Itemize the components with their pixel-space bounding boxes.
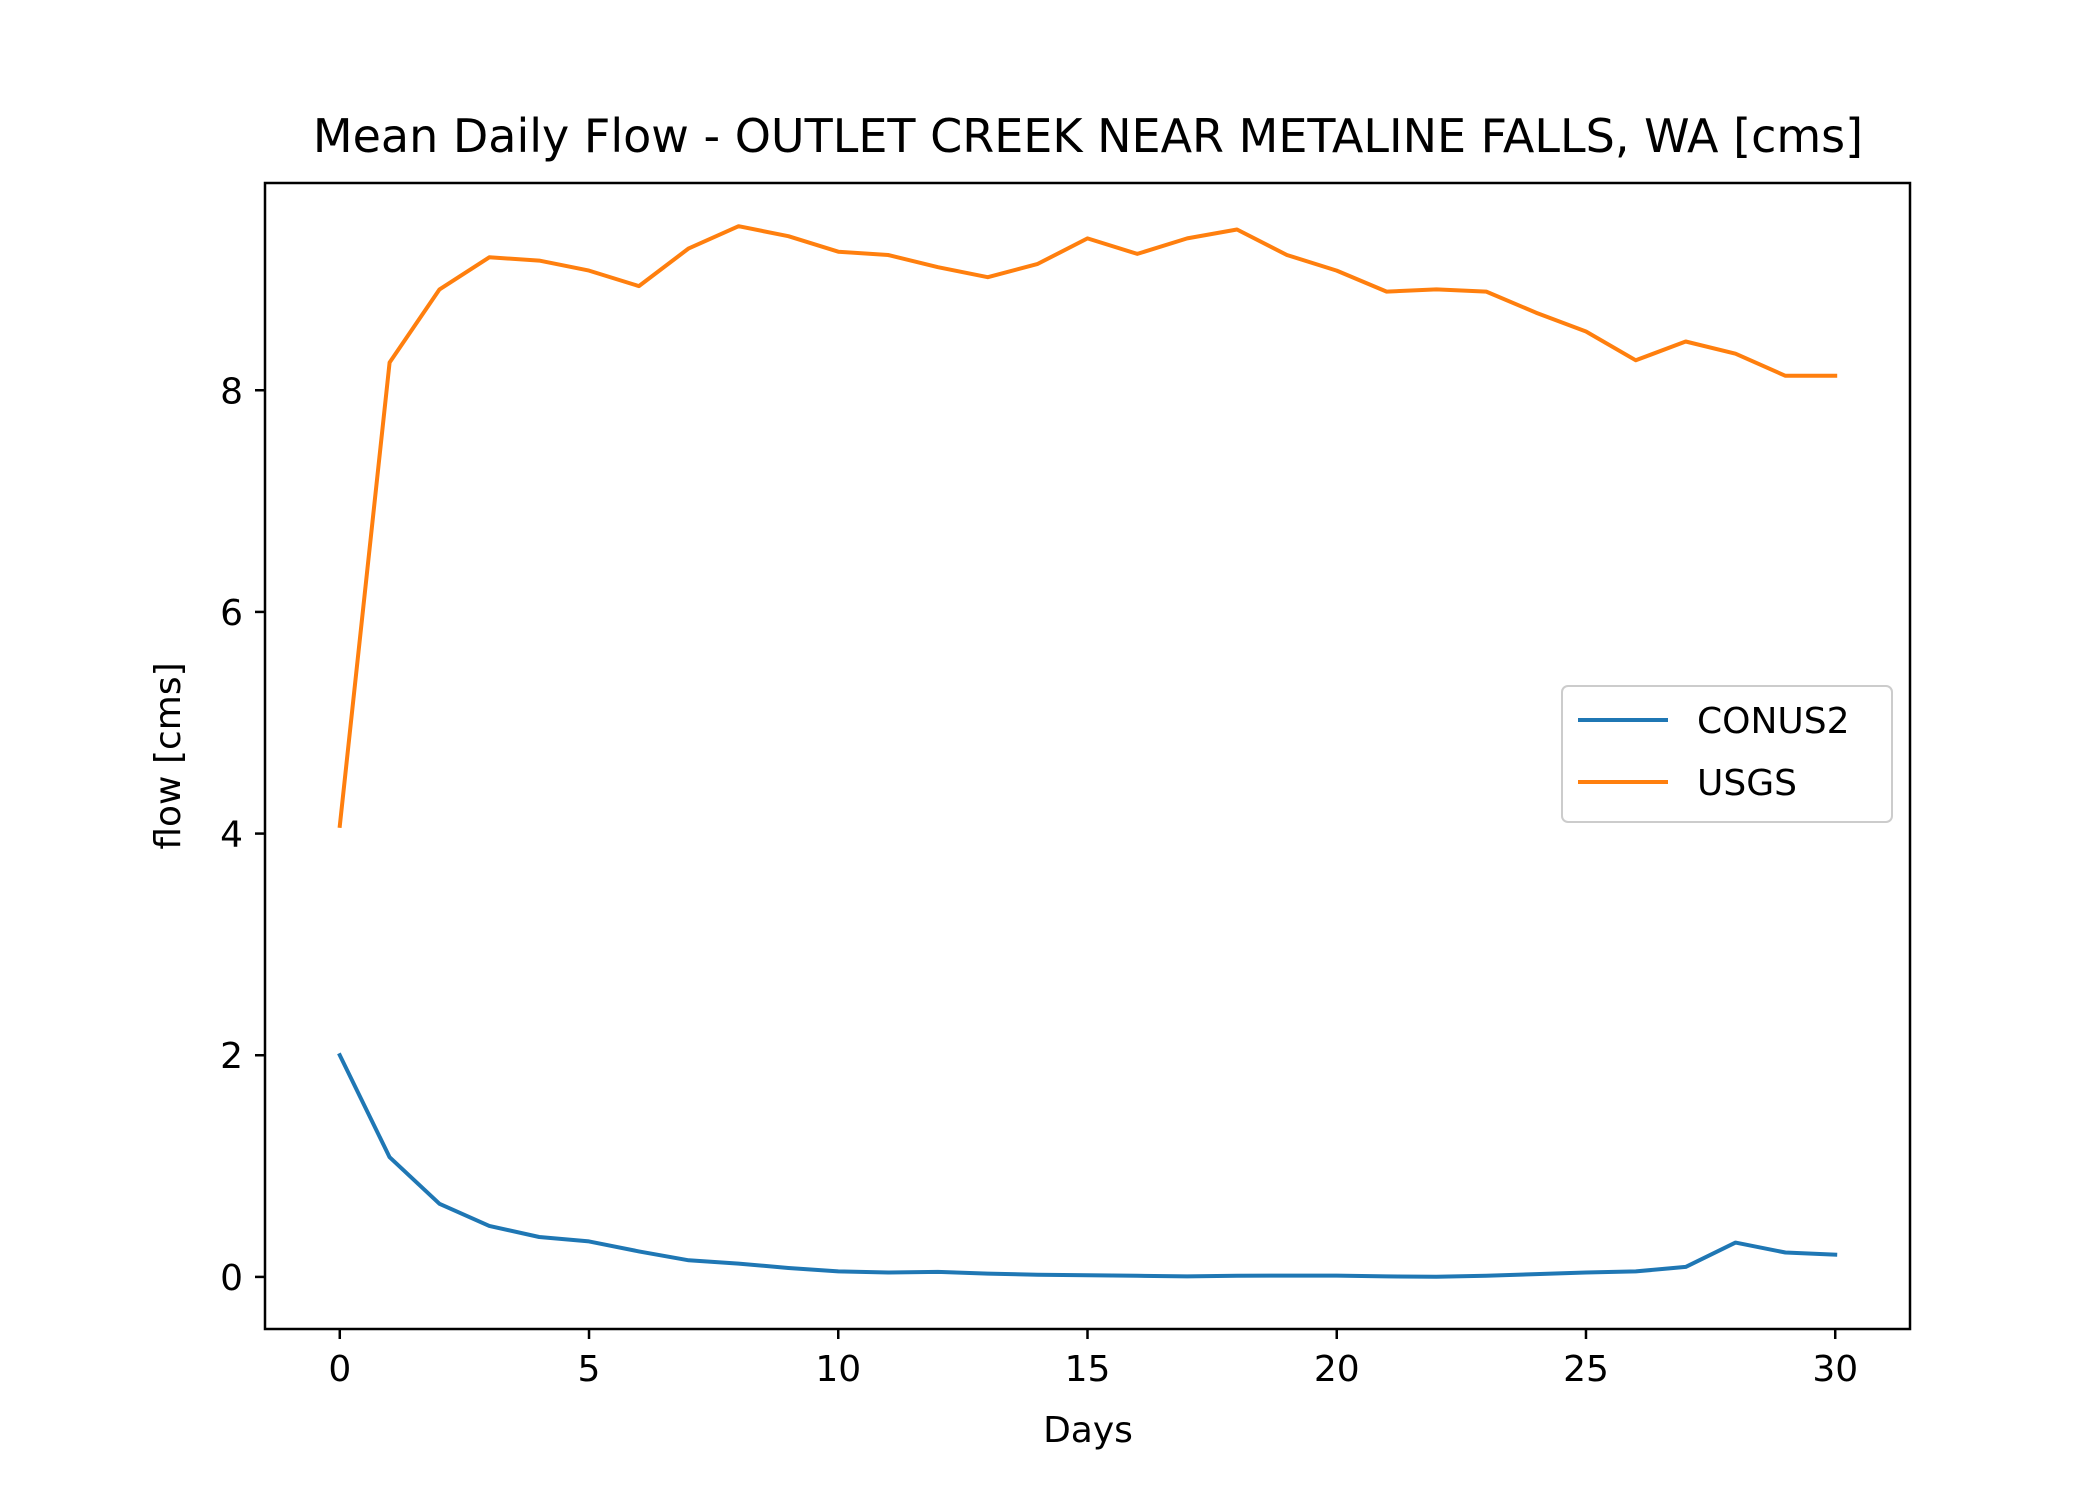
x-tick-label: 20 — [1314, 1349, 1360, 1390]
x-tick-label: 25 — [1563, 1349, 1609, 1390]
x-axis: 0 5 10 15 20 25 30 — [328, 1329, 1858, 1390]
x-tick-label: 10 — [815, 1349, 861, 1390]
legend-label-usgs: USGS — [1697, 763, 1797, 804]
x-tick-label: 5 — [578, 1349, 601, 1390]
series-layer — [337, 224, 1838, 1279]
chart-title: Mean Daily Flow - OUTLET CREEK NEAR META… — [313, 109, 1863, 163]
y-tick-label: 0 — [220, 1258, 243, 1299]
y-axis: 0 2 4 6 8 — [220, 371, 265, 1299]
x-tick-label: 0 — [328, 1349, 351, 1390]
y-tick-label: 8 — [220, 371, 243, 412]
series-line-usgs — [337, 224, 1838, 829]
x-tick-label: 30 — [1812, 1349, 1858, 1390]
x-axis-label: Days — [1043, 1410, 1133, 1451]
y-tick-label: 4 — [220, 815, 243, 856]
series-line-conus2 — [337, 1052, 1838, 1279]
y-tick-label: 6 — [220, 593, 243, 634]
legend-label-conus2: CONUS2 — [1697, 701, 1850, 742]
legend: CONUS2 USGS — [1561, 685, 1893, 823]
y-axis-label: flow [cms] — [148, 662, 189, 849]
x-tick-label: 15 — [1065, 1349, 1111, 1390]
y-tick-label: 2 — [220, 1036, 243, 1077]
